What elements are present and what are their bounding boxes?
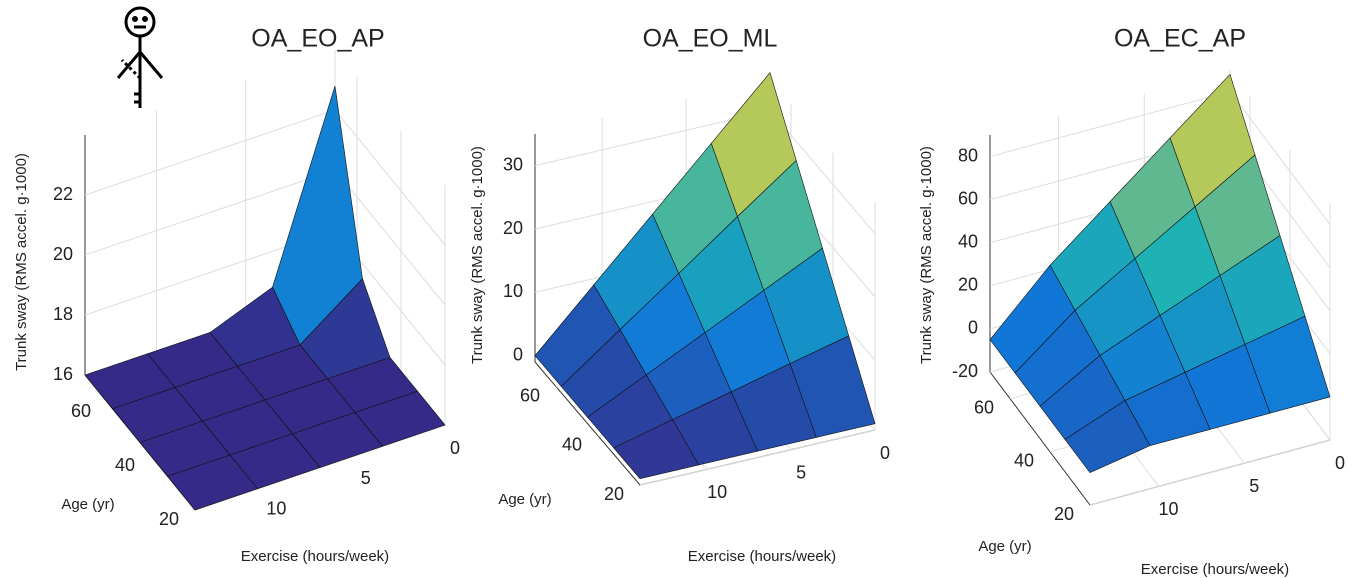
y-tick-label: 20 (1054, 504, 1074, 524)
z-tick-label: 10 (503, 281, 523, 301)
grid-line (334, 169, 446, 306)
z-tick-label: 0 (513, 344, 523, 364)
y-tick-label: 40 (1014, 451, 1034, 471)
z-tick-label: 80 (958, 145, 978, 165)
z-tick-label: 0 (968, 318, 978, 338)
x-axis-label: Exercise (hours/week) (241, 548, 389, 565)
z-tick-label: 16 (53, 364, 73, 384)
z-tick-label: 20 (503, 218, 523, 238)
y-tick-label: 40 (115, 455, 135, 475)
y-tick-label: 60 (520, 385, 540, 405)
z-tick-label: 20 (53, 244, 73, 264)
chart-title: OA_EO_AP (251, 25, 384, 53)
z-tick-label: 30 (503, 154, 523, 174)
x-tick-label: 10 (266, 498, 286, 518)
grid-line (84, 169, 336, 256)
x-axis-label: Exercise (hours/week) (1141, 561, 1289, 578)
surface-patch (166, 454, 259, 511)
x-tick-label: 10 (707, 482, 727, 502)
y-tick-label: 40 (562, 435, 582, 455)
x-tick-label: 0 (880, 443, 890, 463)
z-axis-label: Trunk sway (RMS accel. g·1000) (13, 153, 30, 371)
grid-line (639, 429, 876, 486)
grid-line (84, 109, 336, 196)
y-axis-line (989, 371, 1091, 506)
surface-patch (1064, 400, 1151, 474)
x-tick-label: 5 (361, 468, 371, 488)
chart-title: OA_EC_AP (1114, 25, 1246, 53)
y-tick-label: 20 (604, 484, 624, 504)
grid-line (1089, 439, 1331, 506)
z-tick-label: 22 (53, 184, 73, 204)
chart-title: OA_EO_ML (643, 25, 778, 53)
x-tick-label: 5 (1249, 476, 1259, 496)
grid-line (1229, 91, 1331, 225)
x-tick-label: 0 (1335, 453, 1345, 473)
y-axis-line (534, 361, 641, 486)
z-tick-label: 60 (958, 188, 978, 208)
grid-line (334, 109, 446, 246)
x-tick-label: 10 (1159, 499, 1179, 519)
x-tick-label: 5 (796, 462, 806, 482)
grid-line (989, 91, 1231, 158)
z-tick-label: 40 (958, 231, 978, 251)
z-axis-label: Trunk sway (RMS accel. g·1000) (469, 146, 486, 364)
y-tick-label: 60 (974, 397, 994, 417)
y-axis-label: Age (yr) (978, 538, 1031, 555)
x-tick-label: 0 (450, 438, 460, 458)
z-axis-label: Trunk sway (RMS accel. g·1000) (918, 146, 935, 364)
y-axis-label: Age (yr) (498, 491, 551, 508)
y-tick-label: 20 (159, 509, 179, 529)
y-axis-label: Age (yr) (61, 496, 114, 513)
z-tick-label: 20 (958, 275, 978, 295)
z-tick-label: -20 (952, 361, 978, 381)
y-tick-label: 60 (71, 401, 91, 421)
stick-figure-icon (116, 6, 164, 108)
x-axis-label: Exercise (hours/week) (688, 548, 836, 565)
z-tick-label: 18 (53, 304, 73, 324)
surface-patch (613, 419, 700, 480)
